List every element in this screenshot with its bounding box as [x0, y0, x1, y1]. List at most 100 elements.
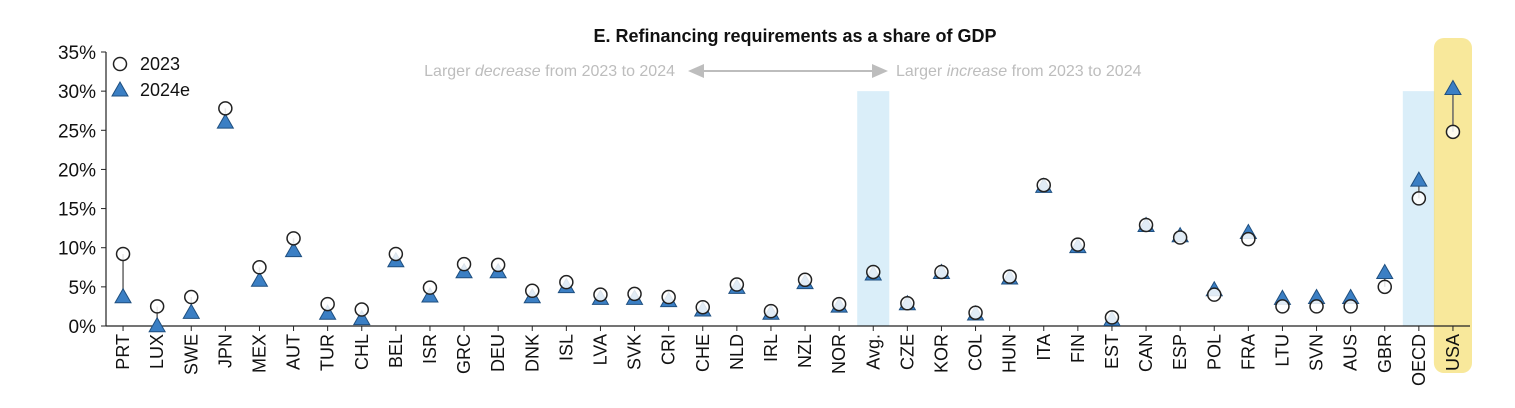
point-2023	[1445, 124, 1461, 140]
point-2023	[525, 283, 540, 299]
x-tick-label: EST	[1102, 334, 1122, 369]
x-tick-label: BEL	[386, 334, 406, 368]
x-tick-label: FIN	[1068, 334, 1088, 363]
point-2024e	[182, 303, 201, 319]
point-2023	[1172, 230, 1188, 245]
x-tick-label: CHL	[352, 334, 372, 370]
x-tick-label: GBR	[1375, 334, 1395, 373]
point-2023	[1411, 191, 1427, 206]
x-tick-label: ESP	[1170, 334, 1190, 370]
legend: 2023 2024e	[111, 54, 190, 100]
point-2023	[1002, 269, 1017, 284]
point-2023	[115, 246, 131, 262]
point-2023	[763, 303, 779, 319]
point-2023	[1377, 279, 1392, 295]
point-2023	[1036, 177, 1051, 193]
x-tick-label: LVA	[590, 334, 610, 365]
x-tick-label: CZE	[897, 334, 917, 370]
x-tick-label: AUT	[284, 334, 304, 370]
y-tick-label: 35%	[58, 43, 96, 64]
point-2023	[934, 264, 949, 280]
x-tick-label: POL	[1204, 334, 1224, 370]
point-2024e	[148, 316, 167, 333]
point-2024e	[284, 241, 303, 258]
point-2023	[286, 231, 301, 246]
point-2023	[559, 274, 574, 290]
point-2024e	[1375, 263, 1394, 279]
point-2023	[1275, 299, 1290, 314]
highlight-bands	[857, 38, 1472, 373]
point-2023	[1138, 217, 1154, 233]
x-tick-label: PRT	[113, 334, 133, 370]
x-tick-label: SWE	[181, 334, 201, 375]
point-2023	[797, 272, 813, 288]
x-tick-label: NLD	[727, 334, 747, 370]
x-tick-label: HUN	[1000, 334, 1020, 373]
point-2023	[900, 296, 915, 311]
y-tick-label: 10%	[58, 239, 96, 260]
point-2023	[490, 257, 506, 273]
x-tick-label: COL	[966, 334, 986, 371]
point-2023	[866, 264, 881, 280]
x-tick-label: TUR	[318, 334, 338, 371]
point-2023	[968, 305, 983, 320]
double-arrow-icon	[688, 64, 888, 78]
x-tick-label: MEX	[249, 334, 269, 373]
x-tick-label: CRI	[659, 334, 679, 365]
x-tick-label: DNK	[522, 334, 542, 372]
x-axis-ticks: PRT LUX SWE JPN MEX AUT TUR CHL BEL ISR GRC DEU DNK I…	[113, 326, 1463, 386]
y-tick-label: 25%	[58, 121, 96, 142]
point-2023	[729, 277, 745, 292]
data-marks	[114, 79, 1462, 333]
point-2023	[1207, 287, 1222, 302]
point-2023	[149, 299, 165, 314]
point-2023	[627, 286, 642, 302]
point-2023	[252, 260, 267, 275]
x-tick-label: DEU	[488, 334, 508, 372]
point-2023	[422, 280, 438, 295]
point-2023	[1104, 310, 1120, 325]
point-2024e	[1409, 171, 1428, 187]
legend-triangle-marker	[111, 80, 129, 97]
point-2023	[218, 101, 233, 116]
point-2024e	[250, 271, 269, 287]
point-2023	[456, 256, 472, 272]
axes	[105, 52, 1470, 327]
point-2023	[1070, 237, 1086, 252]
band-usa-highlight	[1433, 38, 1472, 373]
y-axis-ticks: 0% 5% 10% 15% 20% 25% 30% 35%	[58, 43, 106, 338]
point-2023	[184, 289, 199, 305]
band-oecd	[1402, 91, 1435, 327]
x-tick-label: ISL	[556, 334, 576, 361]
y-tick-label: 20%	[58, 160, 96, 181]
y-tick-label: 5%	[69, 278, 97, 299]
x-tick-label: JPN	[215, 334, 235, 368]
x-tick-label: ISR	[420, 334, 440, 364]
point-2023	[661, 289, 676, 305]
x-tick-label: LTU	[1272, 334, 1292, 367]
point-2024e	[318, 304, 337, 320]
x-tick-label: GRC	[454, 334, 474, 374]
y-tick-label: 15%	[58, 200, 96, 221]
x-tick-label: ITA	[1034, 334, 1054, 361]
legend-label-2023: 2023	[140, 54, 180, 74]
point-2024e	[114, 287, 132, 304]
x-tick-label: LUX	[147, 334, 167, 369]
x-tick-label: USA	[1443, 334, 1463, 371]
x-tick-label: KOR	[931, 334, 951, 373]
point-2023	[1343, 299, 1358, 314]
point-2024e	[352, 309, 371, 326]
x-tick-label: Avg.	[863, 334, 883, 370]
x-tick-label: CAN	[1136, 334, 1156, 372]
x-tick-label: IRL	[761, 334, 781, 362]
x-tick-label: OECD	[1409, 334, 1429, 386]
annotation-left: Larger decrease from 2023 to 2024	[424, 63, 675, 80]
legend-circle-marker	[112, 56, 128, 72]
point-2024e	[421, 286, 439, 303]
x-tick-label: SVK	[625, 334, 645, 370]
legend-label-2024e: 2024e	[140, 80, 190, 100]
point-2023	[1241, 231, 1256, 247]
x-tick-label: AUS	[1341, 334, 1361, 371]
x-tick-label: CHE	[693, 334, 713, 372]
